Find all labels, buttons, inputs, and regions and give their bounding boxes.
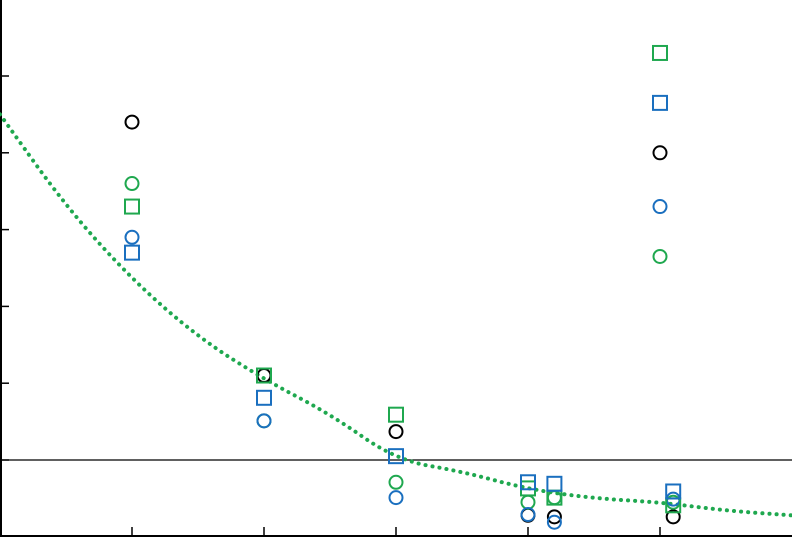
data-point: [388, 490, 404, 506]
data-point: [388, 406, 404, 423]
data-point: [124, 114, 140, 130]
data-point: [665, 483, 682, 500]
data-point: [124, 176, 140, 192]
data-point: [256, 413, 272, 429]
data-point: [652, 145, 668, 161]
data-point: [520, 474, 536, 491]
data-point: [520, 494, 536, 510]
data-point: [652, 94, 668, 111]
data-point: [256, 367, 272, 384]
data-point: [256, 389, 272, 406]
data-point: [124, 244, 140, 261]
trend-line-path: [0, 112, 792, 518]
data-points: [124, 44, 682, 530]
data-point: [124, 229, 140, 245]
data-point: [388, 474, 404, 490]
data-point: [546, 475, 563, 492]
trend-line: [0, 112, 792, 518]
data-point: [520, 507, 536, 523]
data-point: [388, 448, 404, 465]
data-point: [546, 514, 562, 530]
data-point: [652, 199, 668, 215]
data-point: [546, 490, 562, 506]
data-point: [652, 44, 668, 61]
data-point: [388, 424, 404, 440]
data-point: [124, 198, 140, 215]
data-point: [546, 509, 562, 525]
data-point: [652, 248, 668, 264]
data-point: [665, 509, 681, 525]
